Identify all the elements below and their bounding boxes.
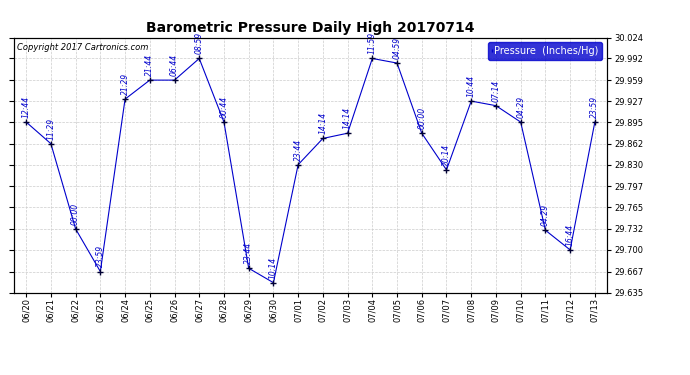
- Text: 23:44: 23:44: [294, 138, 303, 160]
- Text: 23:59: 23:59: [591, 96, 600, 118]
- Text: 00:00: 00:00: [71, 202, 80, 225]
- Text: 04:29: 04:29: [541, 204, 550, 226]
- Text: 23:59: 23:59: [96, 245, 105, 267]
- Text: 07:14: 07:14: [491, 80, 500, 102]
- Text: 20:14: 20:14: [442, 144, 451, 166]
- Title: Barometric Pressure Daily High 20170714: Barometric Pressure Daily High 20170714: [146, 21, 475, 35]
- Text: 14:14: 14:14: [318, 112, 327, 134]
- Text: 10:44: 10:44: [466, 75, 475, 97]
- Text: 08:59: 08:59: [195, 32, 204, 54]
- Text: 04:29: 04:29: [516, 96, 525, 118]
- Text: 23:44: 23:44: [244, 242, 253, 264]
- Text: 14:14: 14:14: [343, 107, 352, 129]
- Text: Copyright 2017 Cartronics.com: Copyright 2017 Cartronics.com: [17, 43, 148, 52]
- Text: 21:44: 21:44: [146, 54, 155, 76]
- Text: 04:59: 04:59: [393, 37, 402, 59]
- Legend: Pressure  (Inches/Hg): Pressure (Inches/Hg): [489, 42, 602, 60]
- Text: 21:29: 21:29: [121, 73, 130, 95]
- Text: 11:59: 11:59: [368, 32, 377, 54]
- Text: 10:14: 10:14: [269, 256, 278, 279]
- Text: 00:44: 00:44: [219, 96, 228, 118]
- Text: 06:44: 06:44: [170, 54, 179, 76]
- Text: 16:44: 16:44: [566, 224, 575, 246]
- Text: 11:29: 11:29: [46, 117, 55, 140]
- Text: 12:44: 12:44: [21, 96, 30, 118]
- Text: 00:00: 00:00: [417, 107, 426, 129]
